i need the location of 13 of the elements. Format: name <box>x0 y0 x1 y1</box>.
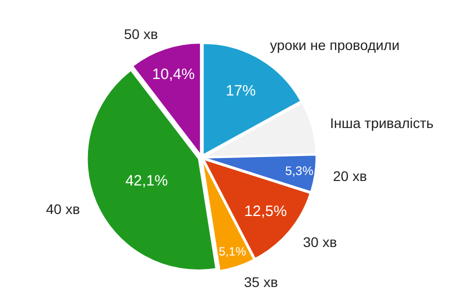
slice-label: 30 хв <box>303 234 337 250</box>
data-label: 5,3% <box>285 164 314 178</box>
slice-label: Інша тривалість <box>330 115 434 131</box>
data-label: 12,5% <box>244 202 287 220</box>
data-label: 17% <box>226 82 256 100</box>
slice-label: 50 хв <box>124 26 158 42</box>
data-label: 5,1% <box>218 244 246 258</box>
data-label: 42,1% <box>125 172 168 190</box>
slice-label: уроки не проводили <box>270 37 400 53</box>
data-label: 10,4% <box>152 66 195 84</box>
slice-label: 20 хв <box>333 168 367 184</box>
slice-label: 40 хв <box>46 201 80 217</box>
slice-label: 35 хв <box>244 274 278 290</box>
